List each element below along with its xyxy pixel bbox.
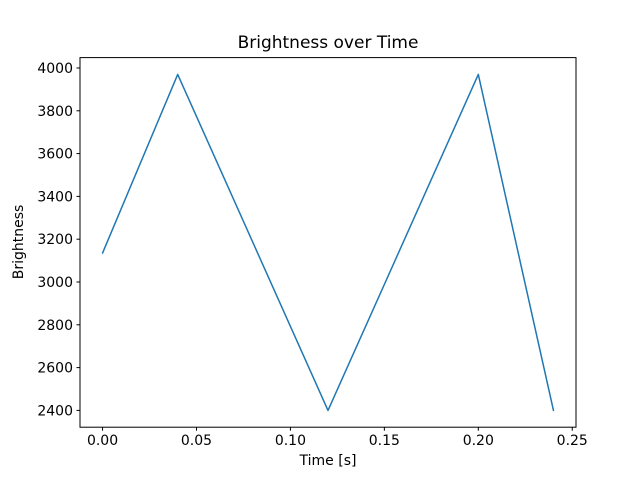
chart-title: Brightness over Time xyxy=(238,33,419,53)
x-tick-label: 0.05 xyxy=(181,433,212,449)
x-axis-label: Time [s] xyxy=(299,453,357,469)
y-tick-label: 2800 xyxy=(37,318,73,334)
y-tick-label: 2600 xyxy=(37,361,73,377)
data-line xyxy=(101,73,555,412)
y-axis-label: Brightness xyxy=(11,205,27,280)
x-tick-label: 0.10 xyxy=(275,433,306,449)
y-tick-label: 3600 xyxy=(37,147,73,163)
y-tick-label: 4000 xyxy=(37,61,73,77)
y-tick-label: 3000 xyxy=(37,275,73,291)
y-tick-label: 3800 xyxy=(37,104,73,120)
y-tick-label: 3400 xyxy=(37,189,73,205)
x-tick-label: 0.25 xyxy=(557,433,588,449)
x-tick-label: 0.15 xyxy=(369,433,400,449)
plot-area: 0.00 0.05 0.10 0.15 0.20 0.25 2400 2600 2800 3000… xyxy=(37,57,588,449)
y-tick-label: 2400 xyxy=(37,403,73,419)
x-tick-label: 0.00 xyxy=(87,433,118,449)
x-tick-label: 0.20 xyxy=(463,433,494,449)
axes-frame xyxy=(79,57,577,428)
y-tick-label: 3200 xyxy=(37,232,73,248)
